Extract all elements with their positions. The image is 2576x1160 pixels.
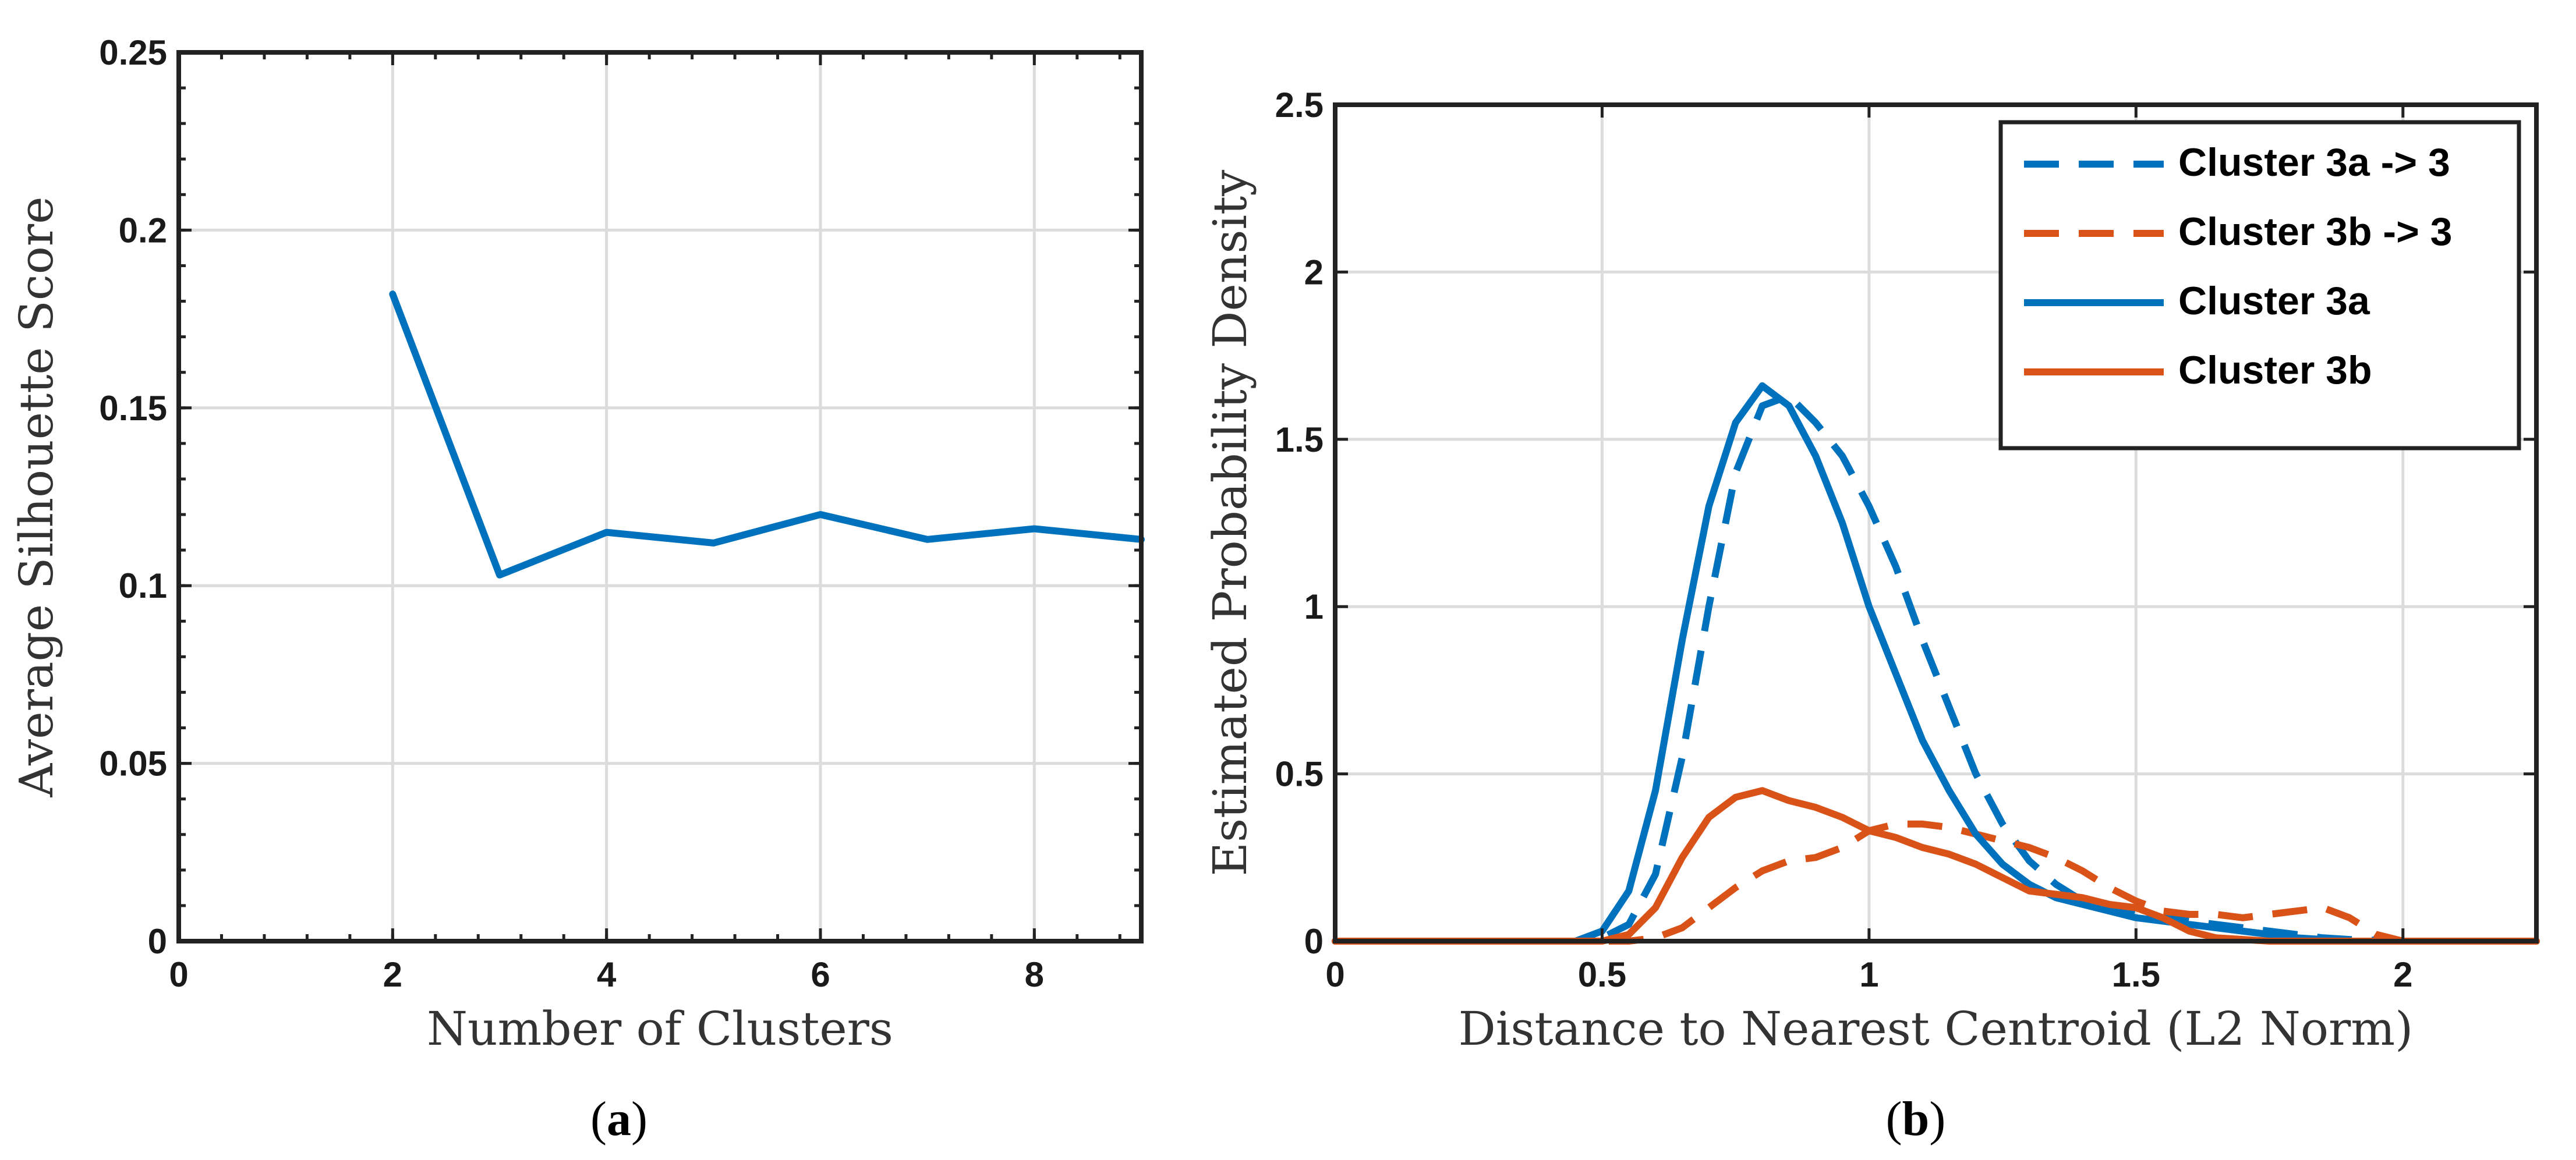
chart-b: 0 0.5 1 1.5 2 0 0.5 1 1.5 2 2.5 Distance to Nearest…: [1203, 86, 2540, 1146]
y-tick-label: 2: [1304, 253, 1324, 292]
series-line-1: [389, 290, 1145, 579]
y-tick-label: 0.1: [119, 566, 167, 605]
y-tick-label: 1.5: [1275, 420, 1324, 459]
caption-open: (: [590, 1092, 607, 1146]
axes-frame: [176, 50, 1144, 943]
x-tick-label: 0: [1325, 955, 1344, 994]
series-line-2: [1335, 820, 2536, 945]
legend-label-1: Cluster 3a -> 3: [2178, 140, 2450, 185]
panel-caption: (a): [590, 1092, 647, 1146]
x-tick-label: 1.5: [2112, 955, 2160, 994]
caption-letter: b: [1902, 1092, 1930, 1146]
y-tick-label: 0.2: [119, 211, 167, 250]
legend-label-3: Cluster 3a: [2178, 279, 2370, 323]
caption-letter: a: [607, 1092, 631, 1146]
x-axis-label: Distance to Nearest Centroid (L2 Norm): [1459, 1002, 2414, 1056]
plot-area: [179, 52, 1141, 941]
y-tick-label: 0: [148, 922, 167, 961]
axes-frame: [1333, 102, 2539, 943]
y-tick-label: 1: [1304, 587, 1324, 626]
x-tick-label: 4: [597, 955, 617, 994]
caption-close: ): [631, 1092, 647, 1146]
x-tick-label: 8: [1025, 955, 1044, 994]
x-tick-label: 6: [811, 955, 830, 994]
x-tick-label: 1: [1859, 955, 1878, 994]
panel-caption: (b): [1886, 1092, 1946, 1146]
legend-label-2: Cluster 3b -> 3: [2178, 210, 2453, 254]
x-tick-label: 2: [2393, 955, 2412, 994]
caption-open: (: [1886, 1092, 1902, 1146]
series-line-4: [1332, 787, 2540, 945]
x-tick-label: 0: [169, 955, 188, 994]
y-tick-label: 0.5: [1275, 755, 1324, 794]
chart-a: 0 2 4 6 8 0 0.05 0.1 0.15 0.2 0.25 Number of Cluste…: [9, 33, 1145, 1146]
y-axis-label: Estimated Probability Density: [1203, 170, 1257, 877]
y-tick-label: 0.05: [99, 744, 167, 783]
y-tick-label: 2.5: [1275, 86, 1324, 125]
caption-close: ): [1929, 1092, 1945, 1146]
legend-label-4: Cluster 3b: [2178, 348, 2372, 392]
series-line-1: [1335, 392, 2536, 945]
y-tick-label: 0.25: [99, 33, 167, 72]
series-line-3: [1332, 382, 2540, 945]
y-tick-label: 0.15: [99, 389, 167, 428]
legend-box: [1998, 120, 2521, 450]
y-tick-label: 0: [1304, 922, 1324, 961]
y-axis-label: Average Silhouette Score: [9, 197, 63, 798]
x-tick-label: 0.5: [1578, 955, 1626, 994]
legend: Cluster 3a -> 3 Cluster 3b -> 3 Cluster 3a…: [1998, 120, 2521, 450]
x-tick-label: 2: [383, 955, 402, 994]
x-axis-label: Number of Clusters: [427, 1002, 893, 1056]
